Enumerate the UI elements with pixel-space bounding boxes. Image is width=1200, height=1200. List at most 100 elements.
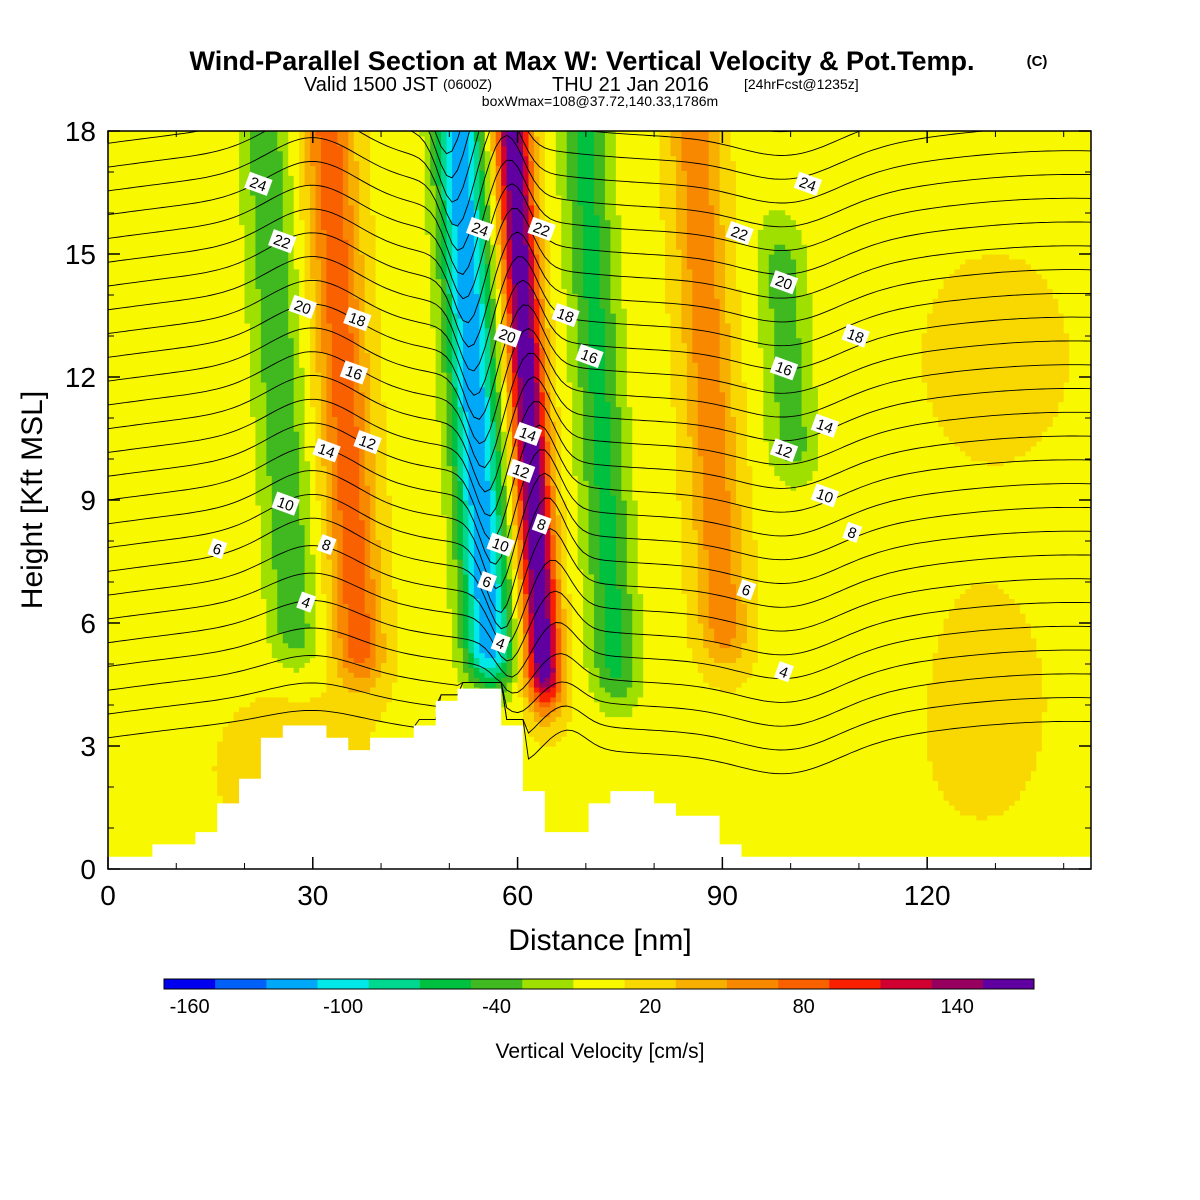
w-cell bbox=[124, 766, 130, 772]
w-cell bbox=[130, 608, 136, 614]
w-cell bbox=[113, 648, 119, 654]
w-cell bbox=[124, 608, 130, 614]
w-cell bbox=[119, 702, 125, 708]
w-cell bbox=[113, 264, 119, 270]
w-cell bbox=[141, 269, 147, 275]
w-cell bbox=[141, 815, 147, 821]
w-cell bbox=[124, 229, 130, 235]
w-cell bbox=[152, 815, 158, 821]
w-cell bbox=[135, 456, 141, 462]
w-cell bbox=[130, 141, 136, 147]
w-cell bbox=[141, 771, 147, 777]
w-cell bbox=[146, 564, 152, 570]
w-cell bbox=[113, 397, 119, 403]
w-cell bbox=[130, 426, 136, 432]
w-cell bbox=[119, 190, 125, 196]
w-cell bbox=[135, 623, 141, 629]
w-cell bbox=[146, 638, 152, 644]
w-cell bbox=[141, 170, 147, 176]
w-cell bbox=[146, 662, 152, 668]
w-cell bbox=[108, 657, 114, 663]
w-cell bbox=[124, 165, 130, 171]
w-cell bbox=[146, 146, 152, 152]
w-cell bbox=[113, 534, 119, 540]
w-cell bbox=[124, 682, 130, 688]
w-cell bbox=[141, 795, 147, 801]
w-cell bbox=[113, 239, 119, 245]
w-cell bbox=[146, 288, 152, 294]
w-cell bbox=[141, 702, 147, 708]
w-cell bbox=[124, 451, 130, 457]
w-cell bbox=[130, 313, 136, 319]
w-cell bbox=[141, 244, 147, 250]
w-cell bbox=[113, 839, 119, 845]
w-cell bbox=[146, 736, 152, 742]
w-cell bbox=[130, 288, 136, 294]
w-cell bbox=[119, 633, 125, 639]
w-cell bbox=[135, 805, 141, 811]
w-cell bbox=[108, 623, 114, 629]
w-cell bbox=[135, 761, 141, 767]
w-cell bbox=[108, 421, 114, 427]
w-cell bbox=[108, 274, 114, 280]
w-cell bbox=[108, 559, 114, 565]
w-cell bbox=[141, 475, 147, 481]
w-cell bbox=[141, 574, 147, 580]
w-cell bbox=[135, 220, 141, 226]
w-cell bbox=[113, 288, 119, 294]
w-cell bbox=[124, 702, 130, 708]
w-cell bbox=[108, 456, 114, 462]
w-cell bbox=[119, 362, 125, 368]
vertical-velocity-field bbox=[108, 126, 1097, 870]
w-cell bbox=[119, 554, 125, 560]
w-cell bbox=[135, 505, 141, 511]
w-cell bbox=[108, 830, 114, 836]
w-cell bbox=[146, 229, 152, 235]
w-cell bbox=[119, 771, 125, 777]
w-cell bbox=[146, 776, 152, 782]
w-cell bbox=[146, 495, 152, 501]
w-cell bbox=[130, 633, 136, 639]
w-cell bbox=[113, 835, 119, 841]
w-cell bbox=[146, 830, 152, 836]
w-cell bbox=[124, 151, 130, 157]
w-cell bbox=[141, 662, 147, 668]
w-cell bbox=[119, 411, 125, 417]
w-cell bbox=[130, 392, 136, 398]
w-cell bbox=[130, 461, 136, 467]
w-cell bbox=[141, 623, 147, 629]
w-cell bbox=[141, 234, 147, 240]
w-cell bbox=[124, 485, 130, 491]
w-cell bbox=[135, 298, 141, 304]
w-cell bbox=[130, 628, 136, 634]
w-cell bbox=[113, 623, 119, 629]
w-cell bbox=[119, 849, 125, 855]
w-cell bbox=[135, 648, 141, 654]
w-cell bbox=[124, 530, 130, 536]
w-cell bbox=[130, 180, 136, 186]
w-cell bbox=[130, 687, 136, 693]
w-cell bbox=[135, 347, 141, 353]
w-cell bbox=[113, 549, 119, 555]
w-cell bbox=[141, 313, 147, 319]
w-cell bbox=[130, 387, 136, 393]
w-cell bbox=[113, 554, 119, 560]
w-cell bbox=[113, 195, 119, 201]
w-cell bbox=[124, 657, 130, 663]
w-cell bbox=[146, 795, 152, 801]
w-cell bbox=[130, 293, 136, 299]
w-cell bbox=[130, 323, 136, 329]
w-cell bbox=[119, 480, 125, 486]
w-cell bbox=[113, 780, 119, 786]
w-cell bbox=[146, 372, 152, 378]
w-cell bbox=[130, 284, 136, 290]
w-cell bbox=[124, 347, 130, 353]
w-cell bbox=[130, 810, 136, 816]
w-cell bbox=[146, 721, 152, 727]
w-cell bbox=[146, 667, 152, 673]
w-cell bbox=[124, 751, 130, 757]
w-cell bbox=[124, 141, 130, 147]
w-cell bbox=[130, 343, 136, 349]
w-cell bbox=[152, 805, 158, 811]
w-cell bbox=[141, 569, 147, 575]
